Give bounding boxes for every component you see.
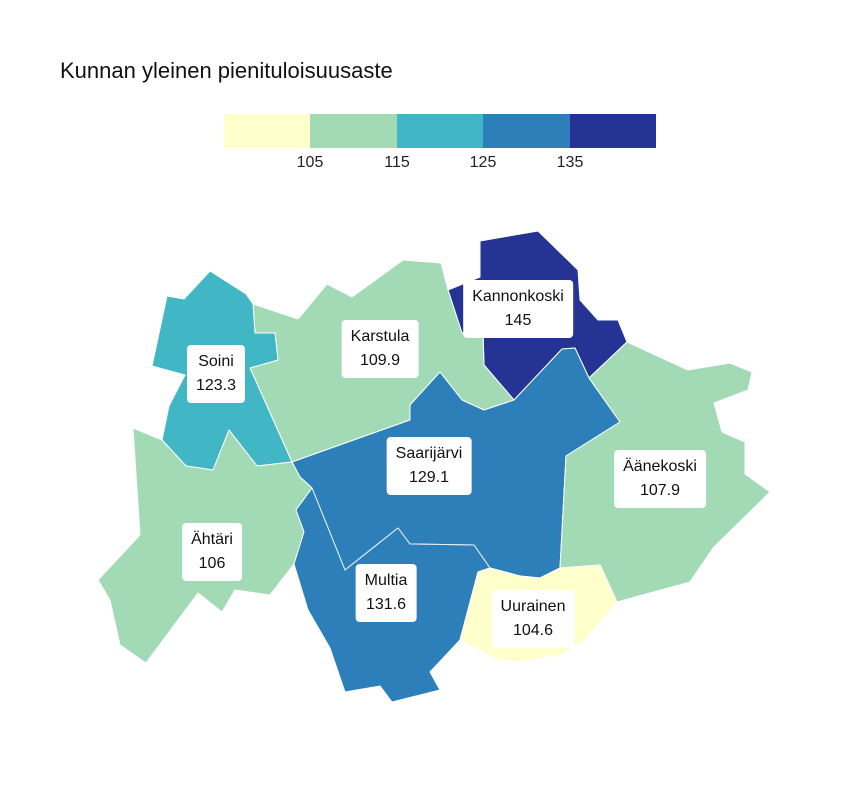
region-value: 131.6 — [365, 596, 407, 613]
legend-tick: 135 — [556, 154, 584, 171]
region-name: Kannonkoski — [472, 288, 564, 305]
legend-tick: 105 — [296, 154, 324, 171]
legend-bar — [224, 114, 656, 148]
legend-tick: 125 — [469, 154, 497, 171]
region-label-uurainen: Uurainen 104.6 — [491, 590, 575, 648]
map-title: Kunnan yleinen pienituloisuusaste — [60, 58, 393, 83]
region-name: Karstula — [350, 328, 410, 345]
region-value: 129.1 — [408, 469, 450, 486]
region-name: Saarijärvi — [395, 445, 463, 462]
region-name: Ähtäri — [191, 531, 233, 548]
region-name: Äänekoski — [623, 458, 697, 475]
legend-ticks: 105 115 125 135 — [224, 148, 656, 172]
region-label-saarijarvi: Saarijärvi 129.1 — [386, 437, 472, 495]
region-label-soini: Soini 123.3 — [186, 345, 246, 403]
legend-tick: 115 — [384, 154, 410, 171]
region-value: 104.6 — [512, 622, 554, 639]
region-name: Multia — [364, 572, 408, 589]
region-name: Soini — [198, 353, 234, 370]
municipality-border — [311, 487, 491, 571]
legend-bin-3 — [396, 114, 484, 148]
region-label-ahtari: Ähtäri 106 — [182, 523, 242, 581]
region-value: 145 — [504, 312, 532, 329]
region-name: Uurainen — [500, 598, 566, 615]
region-label-kannonkoski: Kannonkoski 145 — [463, 280, 573, 338]
legend-bin-1 — [224, 114, 311, 148]
color-legend: 105 115 125 135 — [224, 114, 656, 172]
region-value: 109.9 — [359, 352, 401, 369]
region-label-aanekoski: Äänekoski 107.9 — [614, 450, 706, 508]
region-value: 123.3 — [195, 377, 237, 394]
legend-bin-5 — [569, 114, 656, 148]
region-label-karstula: Karstula 109.9 — [341, 320, 419, 378]
legend-bin-2 — [310, 114, 397, 148]
region-value: 106 — [198, 555, 226, 572]
region-value: 107.9 — [639, 482, 681, 499]
region-label-multia: Multia 131.6 — [355, 564, 417, 622]
legend-bin-4 — [483, 114, 570, 148]
